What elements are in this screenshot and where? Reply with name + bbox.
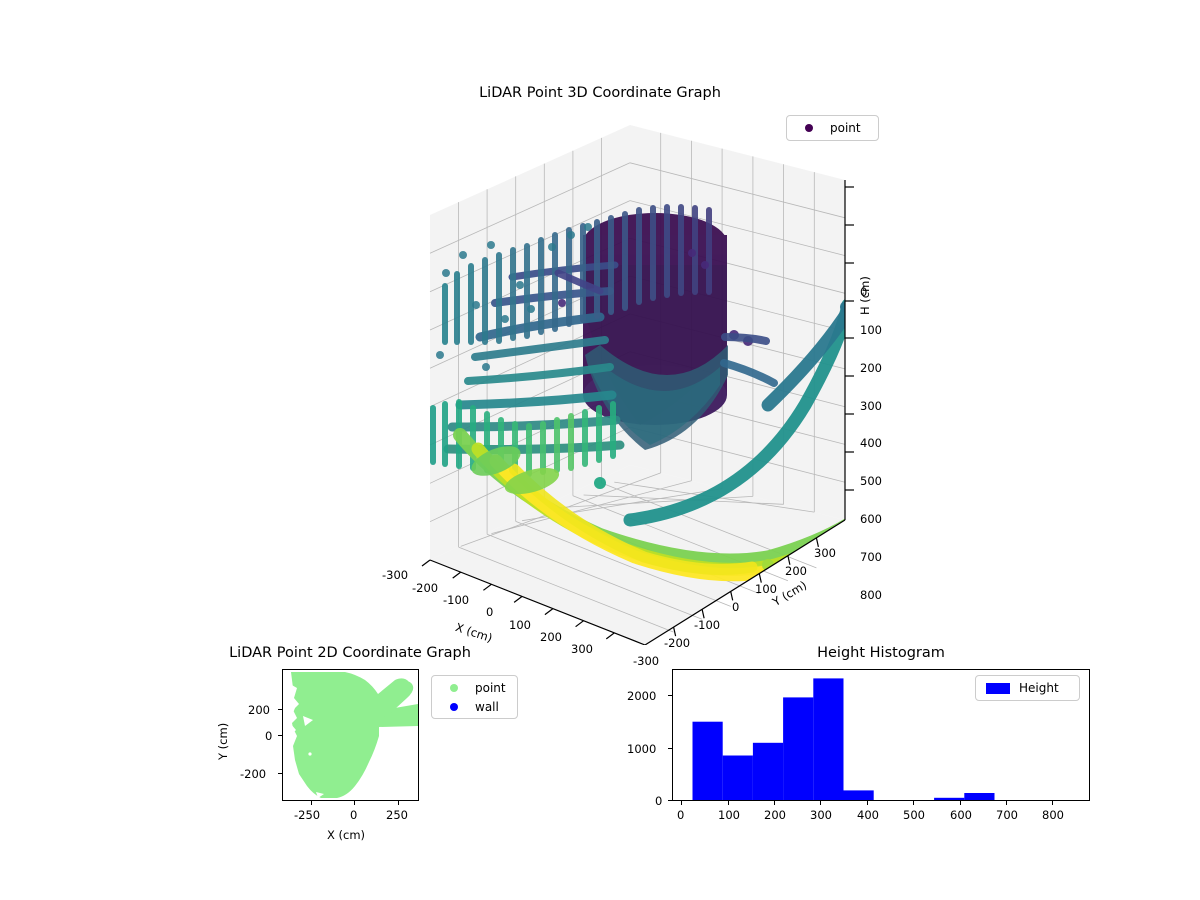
tick [1052,801,1053,805]
ztick-label: 200 [860,361,882,375]
ztick-label: 800 [860,588,882,602]
legend-label: point [475,680,506,695]
tick [354,801,355,805]
xtick-label: 100 [509,618,531,632]
tick [668,695,672,696]
ytick-label-hist: 1000 [627,742,657,756]
legend-label: Height [1019,681,1059,695]
lidar-3d-axes[interactable]: 0 100 200 300 400 500 600 700 800 -300 -… [300,105,900,668]
tick [728,801,729,805]
ztick-label: 100 [860,323,882,337]
plot3d-title: LiDAR Point 3D Coordinate Graph [479,85,721,101]
tick [668,800,672,801]
xticks-3d [421,559,615,640]
ytick-label-hist: 2000 [627,689,657,703]
ztick-label: 300 [860,399,882,413]
tick [278,773,282,774]
xtick-label-hist: 100 [718,808,740,822]
xtick-label: -300 [382,568,409,582]
histogram-bars [692,678,995,800]
ytick-label-hist: 0 [655,794,663,808]
point-marker-icon [441,683,467,692]
tick [668,748,672,749]
ytick-label: 0 [732,600,740,614]
legend-entry-height[interactable]: Height [976,679,1079,698]
tick [867,801,868,805]
plot2d-legend[interactable]: point wall [431,675,518,719]
xtick-label-hist: 500 [903,808,925,822]
plot3d-canvas [421,125,854,645]
plot2d-title: LiDAR Point 2D Coordinate Graph [229,645,471,661]
tick [774,801,775,805]
point-cloud-gaps [285,684,418,798]
ytick-label: 200 [785,564,807,578]
legend-entry-point[interactable]: point [432,678,517,697]
tick [278,735,282,736]
xtick-label: 0 [486,605,494,619]
ytick-label: 100 [755,582,777,596]
xtick-label: 300 [571,642,593,656]
xtick-label: -100 [443,593,470,607]
tick [960,801,961,805]
tick [913,801,914,805]
ytick-label: -100 [694,618,721,632]
xtick-label-2d: 250 [386,808,408,822]
lidar-2d-axes[interactable] [282,669,419,801]
point-cloud-spur [376,681,418,727]
ztick-label: 500 [860,474,882,488]
tick [1006,801,1007,805]
ztick-label: 400 [860,436,882,450]
xtick-label-2d: 0 [350,808,358,822]
ytick-label: -200 [664,636,691,650]
tick [820,801,821,805]
axis-spines-3d [429,180,846,645]
xtick-label-hist: 600 [950,808,972,822]
ytick-label-2d: 200 [248,703,270,717]
xtick-label-hist: 700 [996,808,1018,822]
histogram-legend[interactable]: Height [975,675,1080,701]
ytick-label-2d: 0 [265,729,273,743]
legend-label: point [830,121,861,135]
xtick-label-hist: 0 [677,808,685,822]
height-patch-icon [985,682,1011,694]
xtick-label-hist: 300 [810,808,832,822]
ztick-label: 0 [860,285,868,299]
legend-label: wall [475,699,499,714]
xtick-label-hist: 800 [1042,808,1064,822]
histogram-title: Height Histogram [817,645,945,661]
legend-entry-wall[interactable]: wall [432,697,517,716]
wall-marker-icon [441,702,467,711]
zticks-3d [845,186,854,491]
plot2d-xlabel: X (cm) [327,828,366,842]
yticks-3d [673,537,819,637]
xtick-label-hist: 200 [764,808,786,822]
tick [681,801,682,805]
ytick-label: -300 [633,654,660,668]
plot3d-legend[interactable]: point [786,115,879,141]
tick [398,801,399,805]
ztick-label: 700 [860,550,882,564]
xtick-label: 200 [540,630,562,644]
ytick-label: 300 [814,546,836,560]
xtick-label-2d: -250 [294,808,321,822]
plot2d-canvas [285,672,418,798]
xtick-label-hist: 400 [857,808,879,822]
point-marker-icon [796,124,822,132]
plot2d-ylabel: Y (cm) [216,722,230,760]
histogram-canvas [692,678,995,800]
tick [278,709,282,710]
ytick-label-2d: -200 [240,767,267,781]
tick [311,801,312,805]
xtick-label: -200 [412,581,439,595]
plot3d-zlabel: H (cm) [858,276,872,315]
ztick-label: 600 [860,512,882,526]
legend-entry-point[interactable]: point [787,119,878,138]
